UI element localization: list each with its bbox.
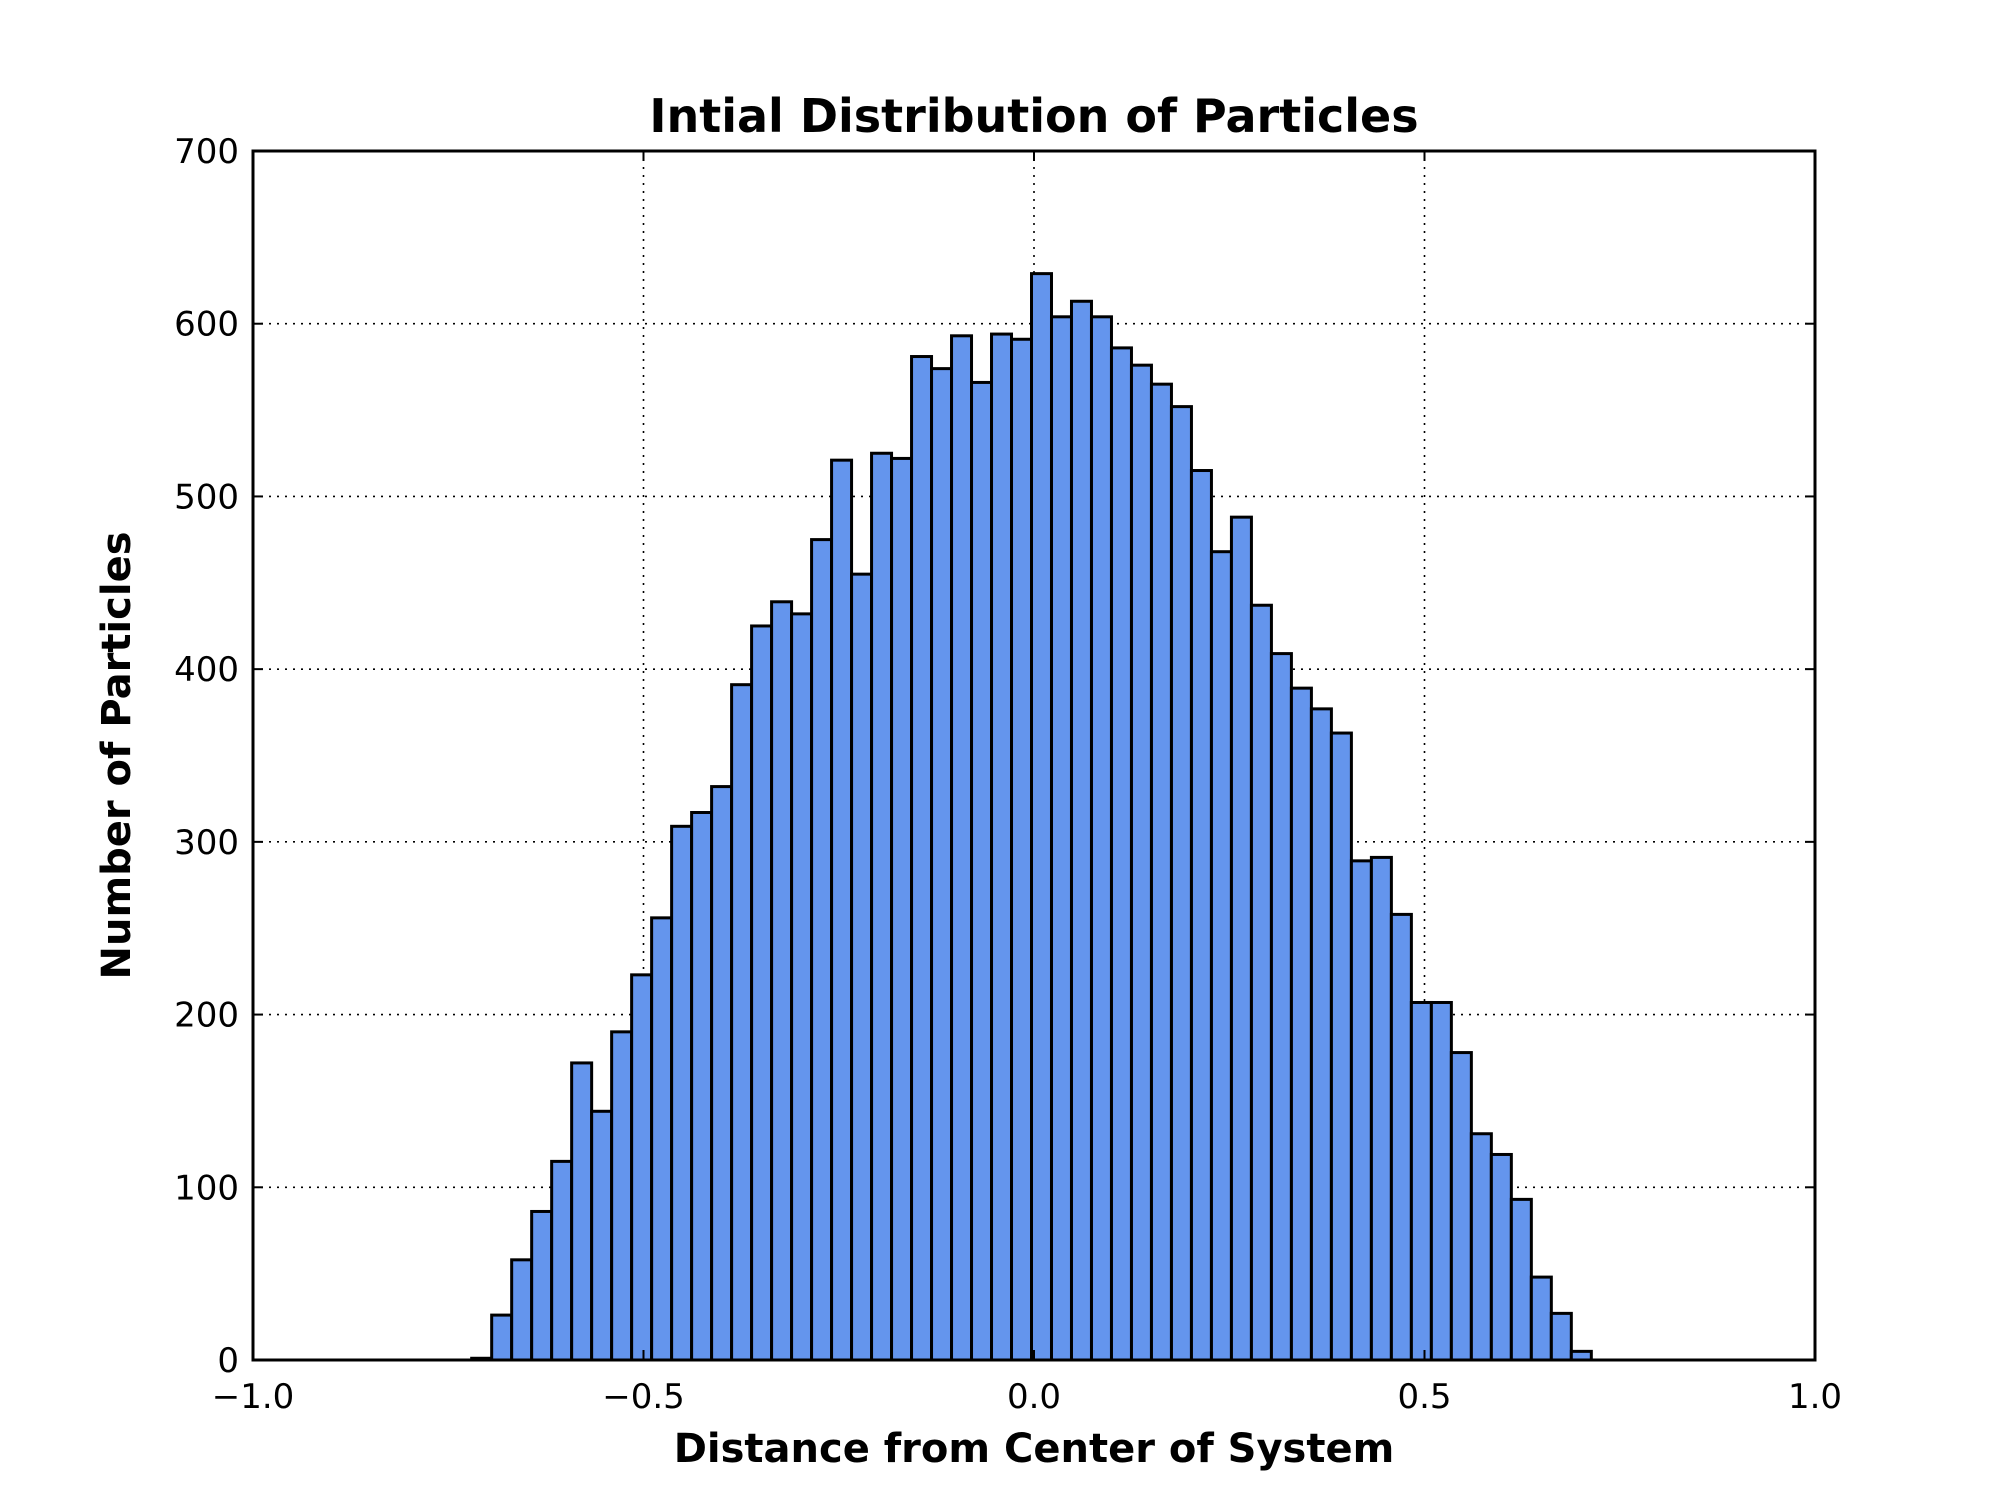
y-tick-label: 300 — [174, 823, 239, 863]
histogram-bars — [470, 272, 1593, 1362]
histogram-bar — [1469, 1132, 1493, 1362]
histogram-bar — [950, 334, 974, 1362]
histogram-bar — [1109, 346, 1133, 1362]
y-tick-label: 200 — [174, 996, 239, 1036]
histogram-bar — [1089, 315, 1113, 1362]
histogram-bar — [730, 683, 754, 1362]
histogram-bar — [750, 624, 774, 1362]
y-tick-label: 700 — [174, 132, 239, 172]
x-tick-labels: −1.0 −0.5 0.0 0.5 1.0 — [212, 1377, 1842, 1417]
x-axis-title: Distance from Center of System — [674, 1426, 1395, 1472]
histogram-bar — [1369, 855, 1393, 1362]
histogram-bar — [1269, 652, 1293, 1362]
histogram-bar — [970, 380, 994, 1362]
histogram-bar — [890, 456, 914, 1362]
histogram-bar — [490, 1313, 514, 1362]
histogram-bar — [670, 824, 694, 1362]
histogram-bar — [770, 600, 794, 1362]
y-tick-label: 400 — [174, 650, 239, 690]
histogram-bar — [930, 367, 954, 1362]
histogram-bar — [1549, 1311, 1573, 1362]
histogram-bar — [910, 355, 934, 1362]
x-tick-label: −0.5 — [602, 1377, 685, 1417]
histogram-bar — [1409, 1000, 1433, 1362]
histogram-bar — [630, 973, 654, 1362]
y-tick-labels: 0 100 200 300 400 500 600 700 — [174, 132, 239, 1381]
histogram-bar — [1069, 299, 1093, 1362]
histogram-bar — [1030, 272, 1053, 1362]
chart-title: Intial Distribution of Particles — [649, 89, 1418, 143]
histogram-bar — [1529, 1275, 1553, 1362]
y-tick-label: 600 — [174, 305, 239, 345]
y-tick-label: 0 — [217, 1341, 239, 1381]
histogram-bar — [790, 612, 814, 1362]
histogram-bar — [570, 1061, 594, 1362]
histogram-bar — [1010, 337, 1034, 1362]
histogram-bar — [1209, 550, 1233, 1362]
histogram-bar — [850, 572, 874, 1362]
histogram-bar — [1389, 912, 1413, 1362]
histogram-bar — [710, 785, 734, 1362]
histogram-bar — [1249, 603, 1273, 1362]
histogram-bar — [1449, 1051, 1473, 1362]
histogram-bar — [1229, 515, 1253, 1362]
histogram-bar — [1329, 731, 1353, 1362]
x-tick-label: 0.0 — [1007, 1377, 1061, 1417]
histogram-bar — [1169, 405, 1193, 1362]
histogram-bar — [810, 538, 834, 1362]
histogram-bar — [1189, 469, 1213, 1362]
histogram-bar — [550, 1159, 574, 1362]
histogram-bar — [870, 451, 894, 1362]
histogram-bar — [510, 1258, 534, 1362]
histogram-bar — [1509, 1197, 1533, 1362]
histogram-bar — [530, 1209, 554, 1362]
histogram-bar — [1289, 686, 1313, 1362]
histogram-bar — [1489, 1152, 1513, 1362]
plot-frame — [251, 149, 1817, 1362]
histogram-bar — [990, 332, 1014, 1362]
histogram-bar — [1349, 859, 1373, 1362]
histogram-bar — [1049, 315, 1073, 1362]
histogram-bar — [1149, 382, 1173, 1362]
x-tick-label: 0.5 — [1397, 1377, 1451, 1417]
histogram-bar — [690, 810, 714, 1362]
histogram-bar — [650, 916, 674, 1362]
y-tick-label: 500 — [174, 477, 239, 517]
histogram-bar — [1429, 1000, 1453, 1362]
x-tick-label: −1.0 — [212, 1377, 295, 1417]
x-tick-label: 1.0 — [1788, 1377, 1842, 1417]
histogram-bar — [590, 1109, 614, 1362]
y-tick-label: 100 — [174, 1168, 239, 1208]
histogram-bar — [1129, 363, 1153, 1362]
histogram-bar — [1309, 707, 1333, 1362]
histogram-bar — [610, 1030, 634, 1362]
histogram-bar — [830, 458, 854, 1362]
y-axis-title: Number of Particles — [94, 531, 140, 979]
